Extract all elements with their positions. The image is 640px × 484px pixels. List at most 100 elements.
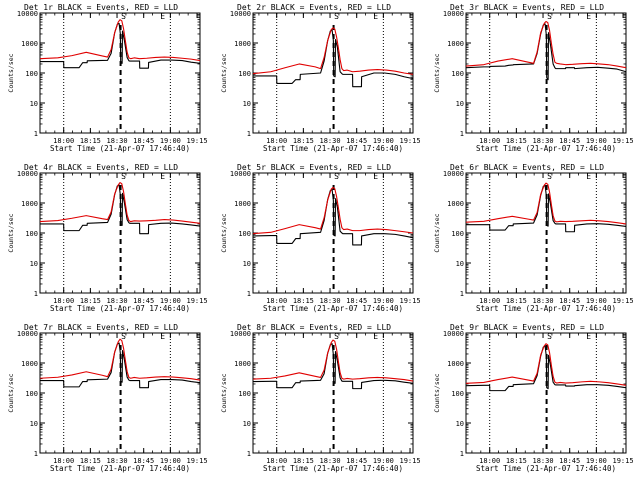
x-tick-label: 18:15 bbox=[506, 137, 527, 145]
y-tick-label: 1 bbox=[460, 130, 464, 138]
y-tick-label: 1000 bbox=[21, 200, 38, 208]
y-tick-label: 1 bbox=[247, 450, 251, 458]
y-tick-label: 1 bbox=[247, 130, 251, 138]
x-tick-label: 18:45 bbox=[559, 137, 580, 145]
series-events-line bbox=[252, 189, 414, 246]
y-axis-label: Counts/sec bbox=[7, 213, 15, 252]
y-tick-label: 1000 bbox=[234, 360, 251, 368]
marker-S: S bbox=[547, 172, 552, 181]
x-tick-label: 19:15 bbox=[186, 137, 207, 145]
x-tick-label: 18:30 bbox=[106, 457, 127, 465]
y-tick-label: 1000 bbox=[234, 40, 251, 48]
marker-E: E bbox=[373, 332, 378, 341]
y-tick-label: 1 bbox=[247, 290, 251, 298]
x-axis-label: Start Time (21-Apr-07 17:46:40) bbox=[50, 304, 190, 313]
x-tick-label: 18:45 bbox=[346, 457, 367, 465]
x-tick-label: 18:45 bbox=[133, 137, 154, 145]
panel-title: Det 2r BLACK = Events, RED = LLD bbox=[237, 3, 391, 12]
series-events-line bbox=[252, 343, 414, 390]
y-axis-label: Counts/sec bbox=[220, 53, 228, 92]
x-tick-label: 19:15 bbox=[399, 457, 420, 465]
panel-det-2r: Det 2r BLACK = Events, RED = LLD 1 10 100 10… bbox=[220, 3, 421, 153]
panel-title: Det 4r BLACK = Events, RED = LLD bbox=[24, 163, 178, 172]
x-tick-label: 18:45 bbox=[133, 297, 154, 305]
y-tick-label: 100 bbox=[451, 230, 464, 238]
marker-S: S bbox=[334, 172, 339, 181]
x-tick-label: 18:00 bbox=[479, 137, 500, 145]
series-events-line bbox=[466, 184, 627, 233]
marker-E: E bbox=[160, 172, 165, 181]
panel-det-5r: Det 5r BLACK = Events, RED = LLD 1 10 100 10… bbox=[220, 163, 421, 313]
y-tick-label: 10000 bbox=[443, 330, 464, 338]
panel-title: Det 7r BLACK = Events, RED = LLD bbox=[24, 323, 178, 332]
x-tick-label: 18:30 bbox=[319, 297, 340, 305]
x-tick-label: 18:30 bbox=[106, 137, 127, 145]
y-tick-label: 1 bbox=[460, 450, 464, 458]
x-tick-label: 18:30 bbox=[532, 457, 553, 465]
x-tick-label: 19:00 bbox=[160, 297, 181, 305]
x-tick-label: 18:30 bbox=[106, 297, 127, 305]
y-tick-label: 1 bbox=[34, 450, 38, 458]
x-axis-label: Start Time (21-Apr-07 17:46:40) bbox=[50, 464, 190, 473]
series-lld-line bbox=[39, 19, 201, 62]
y-tick-label: 10000 bbox=[17, 10, 38, 18]
y-tick-label: 10000 bbox=[17, 330, 38, 338]
series-lld-line bbox=[465, 20, 627, 69]
y-tick-label: 1000 bbox=[447, 360, 464, 368]
y-axis-label: Counts/sec bbox=[220, 213, 228, 252]
x-tick-label: 18:15 bbox=[506, 457, 527, 465]
panel-det-4r: Det 4r BLACK = Events, RED = LLD 1 10 100 10… bbox=[7, 163, 208, 313]
marker-S: S bbox=[121, 332, 126, 341]
x-tick-label: 18:30 bbox=[319, 137, 340, 145]
x-axis-label: Start Time (21-Apr-07 17:46:40) bbox=[50, 144, 190, 153]
x-tick-label: 19:15 bbox=[399, 137, 420, 145]
y-axis-label: Counts/sec bbox=[433, 53, 441, 92]
x-tick-label: 18:30 bbox=[319, 457, 340, 465]
panel-title: Det 3r BLACK = Events, RED = LLD bbox=[450, 3, 604, 12]
panel-det-7r: Det 7r BLACK = Events, RED = LLD 1 10 100 10… bbox=[7, 323, 208, 473]
x-tick-label: 19:00 bbox=[373, 297, 394, 305]
x-tick-label: 18:15 bbox=[293, 137, 314, 145]
x-tick-label: 19:15 bbox=[186, 297, 207, 305]
y-tick-label: 100 bbox=[451, 390, 464, 398]
y-tick-label: 1000 bbox=[447, 200, 464, 208]
panel-title: Det 1r BLACK = Events, RED = LLD bbox=[24, 3, 178, 12]
y-tick-label: 10000 bbox=[443, 170, 464, 178]
x-axis-label: Start Time (21-Apr-07 17:46:40) bbox=[263, 144, 403, 153]
x-tick-label: 18:00 bbox=[53, 137, 74, 145]
y-axis-label: Counts/sec bbox=[7, 373, 15, 412]
series-lld-line bbox=[39, 338, 201, 381]
x-axis-label: Start Time (21-Apr-07 17:46:40) bbox=[476, 464, 616, 473]
x-tick-label: 18:45 bbox=[346, 137, 367, 145]
x-tick-label: 19:00 bbox=[586, 137, 607, 145]
y-tick-label: 10 bbox=[30, 420, 38, 428]
x-tick-label: 18:00 bbox=[53, 297, 74, 305]
series-events-line bbox=[40, 342, 201, 389]
marker-E: E bbox=[160, 12, 165, 21]
series-lld-line bbox=[465, 343, 627, 386]
x-tick-label: 19:00 bbox=[373, 137, 394, 145]
series-events-line bbox=[253, 29, 414, 88]
y-tick-label: 100 bbox=[238, 230, 251, 238]
y-tick-label: 100 bbox=[238, 70, 251, 78]
x-tick-label: 18:15 bbox=[80, 457, 101, 465]
y-tick-label: 10 bbox=[243, 420, 251, 428]
x-tick-label: 18:30 bbox=[532, 137, 553, 145]
y-tick-label: 1 bbox=[34, 290, 38, 298]
x-tick-label: 19:00 bbox=[160, 137, 181, 145]
x-tick-label: 19:00 bbox=[586, 457, 607, 465]
y-tick-label: 10 bbox=[456, 420, 464, 428]
panel-title: Det 9r BLACK = Events, RED = LLD bbox=[450, 323, 604, 332]
y-tick-label: 100 bbox=[238, 390, 251, 398]
x-tick-label: 18:15 bbox=[80, 297, 101, 305]
y-tick-label: 1000 bbox=[21, 360, 38, 368]
x-tick-label: 18:45 bbox=[133, 457, 154, 465]
series-events-line bbox=[40, 22, 201, 69]
x-tick-label: 19:15 bbox=[612, 297, 633, 305]
x-tick-label: 18:30 bbox=[532, 297, 553, 305]
series-lld-line bbox=[39, 182, 201, 224]
panel-title: Det 5r BLACK = Events, RED = LLD bbox=[237, 163, 391, 172]
x-tick-label: 18:45 bbox=[346, 297, 367, 305]
x-axis-label: Start Time (21-Apr-07 17:46:40) bbox=[263, 464, 403, 473]
